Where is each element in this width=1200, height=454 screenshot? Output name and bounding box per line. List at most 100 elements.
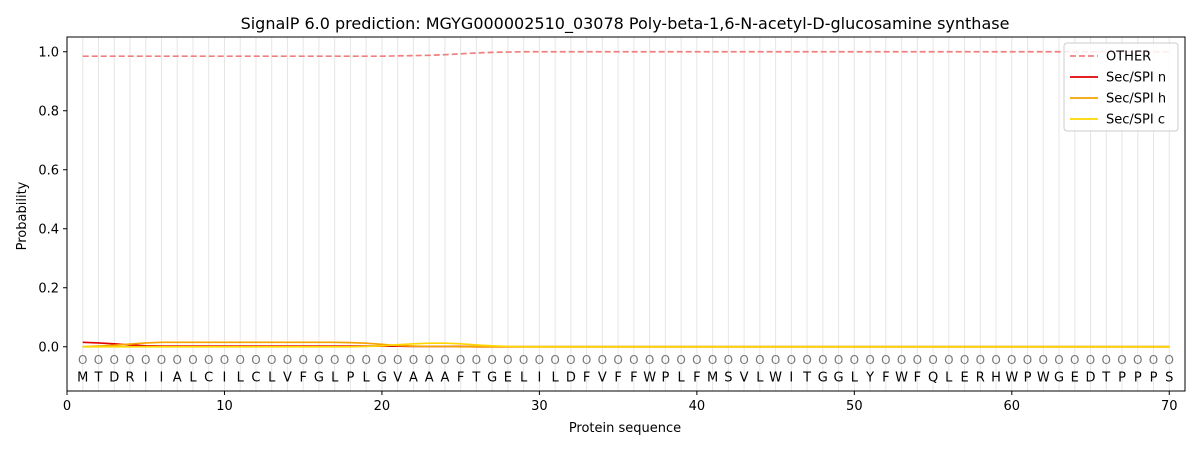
- residue-label: R: [125, 370, 134, 385]
- state-label: O: [251, 353, 260, 367]
- residue-label: Y: [865, 370, 874, 385]
- state-label: O: [393, 353, 402, 367]
- state-label: O: [1086, 353, 1095, 367]
- state-label: O: [550, 353, 559, 367]
- x-tick-label: 50: [846, 399, 863, 414]
- state-label: O: [692, 353, 701, 367]
- state-label: O: [204, 353, 213, 367]
- residue-label: D: [566, 370, 576, 385]
- residue-label: L: [268, 370, 276, 385]
- residue-label: D: [109, 370, 119, 385]
- legend-label: OTHER: [1106, 50, 1151, 65]
- state-label: O: [850, 353, 859, 367]
- state-label: O: [1023, 353, 1032, 367]
- state-label: O: [739, 353, 748, 367]
- residue-label: L: [520, 370, 528, 385]
- x-tick-label: 60: [1004, 399, 1021, 414]
- residue-label: F: [882, 370, 889, 385]
- residue-label: Q: [928, 370, 938, 385]
- state-label: O: [487, 353, 496, 367]
- residue-label: F: [614, 370, 621, 385]
- state-label: O: [1149, 353, 1158, 367]
- residue-label: G: [1054, 370, 1064, 385]
- residue-label: T: [94, 370, 103, 385]
- state-label: O: [535, 353, 544, 367]
- y-tick-label: 0.0: [38, 340, 59, 355]
- residue-label: R: [976, 370, 985, 385]
- y-tick-label: 0.2: [38, 281, 59, 296]
- residue-label: V: [283, 370, 292, 385]
- state-label: O: [928, 353, 937, 367]
- residue-label: W: [1005, 370, 1018, 385]
- residue-label: T: [471, 370, 480, 385]
- residue-label: P: [1118, 370, 1126, 385]
- residue-label: W: [769, 370, 782, 385]
- state-label: O: [141, 353, 150, 367]
- residue-label: M: [707, 370, 718, 385]
- residue-label: G: [834, 370, 844, 385]
- state-label: O: [157, 353, 166, 367]
- state-label: O: [724, 353, 733, 367]
- state-label: O: [409, 353, 418, 367]
- residue-label: V: [740, 370, 749, 385]
- series-lines: [82, 50, 1170, 348]
- state-label: O: [787, 353, 796, 367]
- residue-label: A: [173, 370, 182, 385]
- residue-label: F: [299, 370, 306, 385]
- residue-label: C: [251, 370, 260, 385]
- residue-label: E: [960, 370, 968, 385]
- series-line-other: [82, 50, 1170, 58]
- state-label: O: [440, 353, 449, 367]
- residue-label: V: [393, 370, 402, 385]
- state-label: O: [629, 353, 638, 367]
- x-tick-label: 0: [63, 399, 71, 414]
- residue-label: G: [377, 370, 387, 385]
- legend-label: Sec/SPI c: [1106, 113, 1165, 128]
- state-label: O: [314, 353, 323, 367]
- state-label: O: [944, 353, 953, 367]
- state-label: O: [519, 353, 528, 367]
- residue-label: L: [945, 370, 953, 385]
- grid-lines: [82, 37, 1170, 391]
- residue-label: F: [914, 370, 921, 385]
- residue-label: W: [643, 370, 656, 385]
- residue-label: E: [1071, 370, 1079, 385]
- residue-label: L: [552, 370, 560, 385]
- state-label: O: [1102, 353, 1111, 367]
- residue-label: F: [583, 370, 590, 385]
- state-label: O: [1039, 353, 1048, 367]
- state-label: O: [645, 353, 654, 367]
- chart-title: SignalP 6.0 prediction: MGYG000002510_03…: [241, 14, 1010, 34]
- state-label: O: [991, 353, 1000, 367]
- residue-label: G: [487, 370, 497, 385]
- state-label: O: [598, 353, 607, 367]
- legend: OTHER Sec/SPI n Sec/SPI h Sec/SPI c: [1063, 42, 1179, 132]
- residue-label: E: [504, 370, 512, 385]
- residue-label: I: [160, 370, 164, 385]
- state-label: O: [1133, 353, 1142, 367]
- state-label: O: [1117, 353, 1126, 367]
- y-tick-label: 0.4: [38, 222, 59, 237]
- x-tick-label: 70: [1161, 399, 1178, 414]
- state-label: O: [960, 353, 969, 367]
- x-tick-label: 20: [374, 399, 391, 414]
- state-label: O: [94, 353, 103, 367]
- x-tick-label: 10: [216, 399, 233, 414]
- residue-label: L: [851, 370, 859, 385]
- residue-label: A: [425, 370, 434, 385]
- residue-label: L: [189, 370, 197, 385]
- axis-ticks: 0 10 20 30 40 50 60 70 0.0 0.2 0.4 0.6 0.8 1.0: [38, 45, 1177, 414]
- state-label: O: [661, 353, 670, 367]
- state-label: O: [566, 353, 575, 367]
- residue-label: F: [457, 370, 464, 385]
- legend-box: [1063, 42, 1179, 132]
- state-label: O: [881, 353, 890, 367]
- state-label: O: [267, 353, 276, 367]
- x-tick-label: 30: [531, 399, 548, 414]
- state-label: O: [456, 353, 465, 367]
- residue-label: T: [802, 370, 811, 385]
- state-label: O: [503, 353, 512, 367]
- state-label: O: [78, 353, 87, 367]
- residue-label: S: [724, 370, 732, 385]
